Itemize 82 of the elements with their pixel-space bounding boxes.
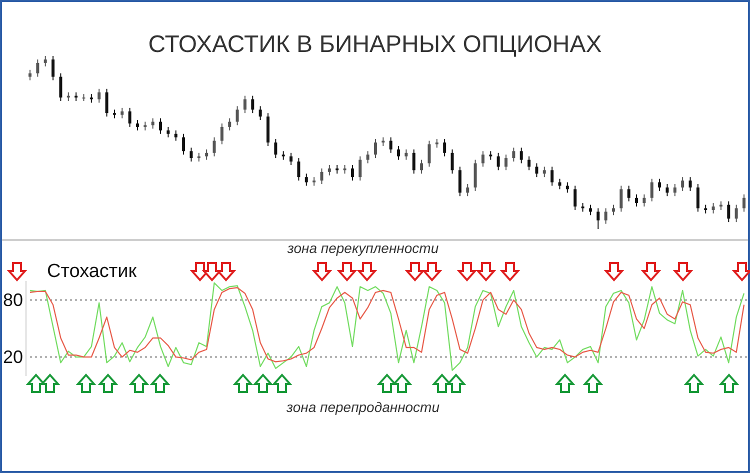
candlestick (604, 208, 608, 224)
candlestick (542, 166, 546, 178)
candlestick (151, 118, 154, 130)
candlestick (734, 204, 738, 223)
candlestick (681, 176, 684, 192)
candlestick (443, 138, 446, 157)
candlestick (182, 133, 186, 156)
candlestick (52, 56, 55, 81)
candlestick (243, 95, 246, 114)
candlestick (120, 107, 124, 119)
candlestick (166, 126, 170, 138)
candlestick (59, 72, 62, 102)
candlestick (727, 200, 730, 223)
candlestick (228, 118, 232, 131)
candlestick (366, 150, 370, 164)
candlestick (274, 138, 278, 159)
candlestick (128, 107, 132, 128)
candlestick (159, 118, 162, 134)
candlestick (504, 154, 508, 171)
y-tick-label: 80 (2, 290, 23, 310)
candlestick (458, 166, 462, 197)
candlestick (558, 178, 562, 190)
candlestick (666, 184, 669, 197)
chart-title: Стохастик (47, 261, 138, 282)
candlestick (358, 156, 362, 182)
candlestick (428, 140, 431, 168)
candlestick (374, 138, 377, 159)
candlestick (98, 88, 101, 104)
text: зона перекупленности (286, 240, 439, 256)
candlestick (650, 178, 654, 202)
candlestick (450, 148, 454, 174)
candlestick (404, 148, 408, 160)
candlestick (596, 208, 600, 230)
candlestick (612, 204, 615, 216)
text: зона перепроданности (285, 399, 440, 415)
candlestick (481, 150, 484, 168)
candlestick (258, 106, 262, 121)
candlestick (588, 204, 592, 216)
line-series (29, 287, 745, 362)
candlestick (212, 136, 216, 157)
candlestick (466, 184, 470, 197)
y-tick-label: 20 (2, 346, 23, 367)
candlestick (397, 145, 400, 160)
candlestick (251, 95, 254, 114)
candlestick (688, 176, 692, 192)
candlestick (627, 185, 630, 202)
candlestick (297, 158, 300, 182)
candlestick (220, 122, 224, 145)
candlestick (350, 164, 354, 182)
candlestick (236, 106, 239, 126)
candlestick (642, 194, 646, 208)
candlestick (673, 184, 676, 197)
candlestick (328, 164, 331, 176)
candlestick (620, 185, 623, 212)
candlestick (696, 184, 700, 212)
candlestick (290, 152, 293, 166)
candlestick (712, 202, 715, 214)
candlestick (320, 168, 324, 185)
candlestick (420, 159, 424, 174)
candlestick (190, 147, 193, 162)
candlestick (304, 173, 308, 186)
candlestick (105, 88, 108, 118)
candlestick (574, 185, 577, 210)
candlestick (496, 152, 500, 171)
candlestick (512, 147, 516, 162)
candlestick (28, 69, 32, 81)
candlestick (635, 194, 638, 208)
candlestick (528, 156, 531, 171)
candlestick (742, 194, 746, 212)
candlestick (205, 148, 208, 160)
candlestick (136, 120, 139, 131)
candlestick (658, 178, 662, 192)
candlestick (36, 58, 40, 78)
candlestick (550, 166, 554, 186)
candlestick (520, 147, 523, 164)
candlestick (389, 136, 392, 154)
candlestick (174, 130, 178, 142)
candlestick (535, 162, 538, 178)
candlestick (44, 56, 47, 67)
line-series (29, 282, 745, 371)
candlestick (412, 148, 416, 174)
chart-title: СТОХАСТИК В БИНАРНЫХ ОПЦИОНАХ (148, 31, 602, 58)
